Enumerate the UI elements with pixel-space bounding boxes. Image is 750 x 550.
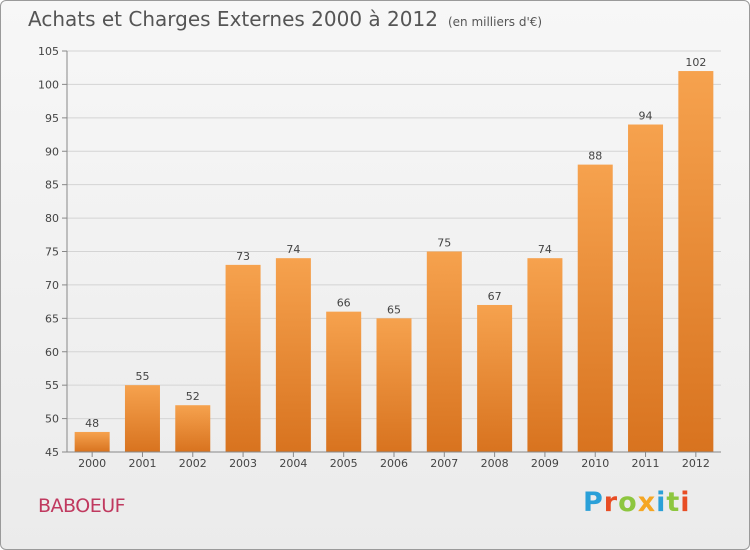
x-tick-label: 2011 [632,457,660,470]
logo-letter: r [603,487,619,518]
data-label: 65 [387,303,401,316]
x-tick-label: 2005 [330,457,358,470]
y-tick-label: 100 [38,78,59,91]
bar [527,258,563,452]
logo-letter: x [637,487,657,518]
unit-label: (en milliers d'€) [447,15,543,29]
bar [426,251,462,452]
title-text: Achats et Charges Externes 2000 à 2012 [28,7,438,31]
x-tick-label: 2006 [380,457,408,470]
data-label: 66 [337,297,351,310]
bar [477,304,513,452]
data-label: 74 [286,243,300,256]
x-tick-label: 2012 [682,457,710,470]
bar [628,124,664,453]
data-label: 102 [685,56,706,69]
x-tick-label: 2007 [430,457,458,470]
y-tick-label: 95 [45,112,59,125]
data-label: 73 [236,250,250,263]
logo-letter: i [680,487,691,518]
data-label: 75 [437,237,451,250]
data-label: 48 [85,417,99,430]
y-tick-label: 75 [45,246,59,259]
commune-name: BABOEUF [38,495,126,517]
y-tick-label: 60 [45,346,59,359]
bar [376,318,412,452]
x-tick-label: 2001 [128,457,156,470]
y-tick-label: 65 [45,312,59,325]
bar [678,71,714,453]
bar [74,431,110,452]
x-tick-label: 2004 [279,457,307,470]
y-tick-label: 85 [45,179,59,192]
y-tick-label: 105 [38,45,59,58]
x-tick-label: 2000 [78,457,106,470]
x-tick-label: 2002 [179,457,207,470]
bar [577,164,613,452]
data-label: 94 [639,110,653,123]
y-tick-label: 70 [45,279,59,292]
logo-letter: o [618,487,638,518]
chart-title: Achats et Charges Externes 2000 à 2012 (e… [28,7,542,31]
bar [175,405,211,452]
data-label: 88 [588,150,602,163]
data-label: 52 [186,390,200,403]
y-tick-label: 90 [45,145,59,158]
x-tick-label: 2008 [481,457,509,470]
labels: 45 50 55 60 65 70 75 80 85 90 95 100 105 48 2000 55 2001… [38,45,710,470]
bar [225,264,261,452]
logo-letter: t [666,487,681,518]
bar [275,258,311,452]
proxiti-logo: Proxiti [583,487,691,518]
data-label: 74 [538,243,552,256]
bar [326,311,362,452]
data-label: 55 [135,370,149,383]
data-label: 67 [488,290,502,303]
logo-letter: i [656,487,667,518]
y-tick-label: 80 [45,212,59,225]
logo-letter: P [583,487,604,518]
y-tick-label: 45 [45,446,59,459]
bars [74,71,714,453]
x-tick-label: 2009 [531,457,559,470]
axes [62,50,721,457]
x-tick-label: 2003 [229,457,257,470]
x-tick-label: 2010 [581,457,609,470]
y-tick-label: 55 [45,379,59,392]
bar [124,385,160,452]
y-tick-label: 50 [45,413,59,426]
